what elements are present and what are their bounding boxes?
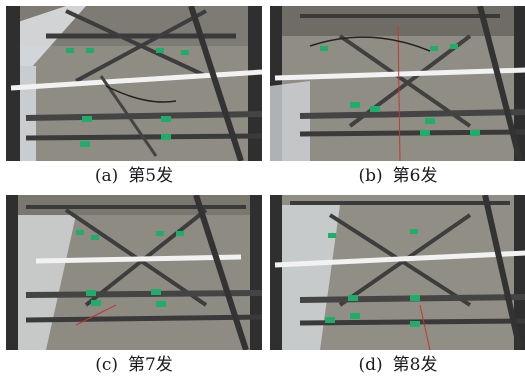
caption-a-letter: (a) (94, 166, 119, 186)
photo-panel-d (270, 195, 525, 350)
caption-b-text: 第6发 (392, 166, 438, 186)
test-photo-c (6, 195, 262, 350)
caption-d-letter: (d) (358, 355, 383, 375)
test-photo-a (6, 6, 262, 161)
caption-b: (b) 第6发 (270, 166, 525, 186)
caption-d-text: 第8发 (392, 355, 438, 375)
caption-b-letter: (b) (358, 166, 383, 186)
caption-c-text: 第7发 (127, 355, 173, 375)
test-photo-d (270, 195, 525, 350)
caption-a-text: 第5发 (128, 166, 174, 186)
photo-panel-b (270, 6, 525, 161)
photo-panel-a (6, 6, 262, 161)
caption-c-letter: (c) (95, 355, 118, 375)
caption-c: (c) 第7发 (6, 355, 262, 375)
caption-d: (d) 第8发 (270, 355, 525, 375)
caption-a: (a) 第5发 (6, 166, 262, 186)
photo-panel-c (6, 195, 262, 350)
test-photo-b (270, 6, 525, 161)
